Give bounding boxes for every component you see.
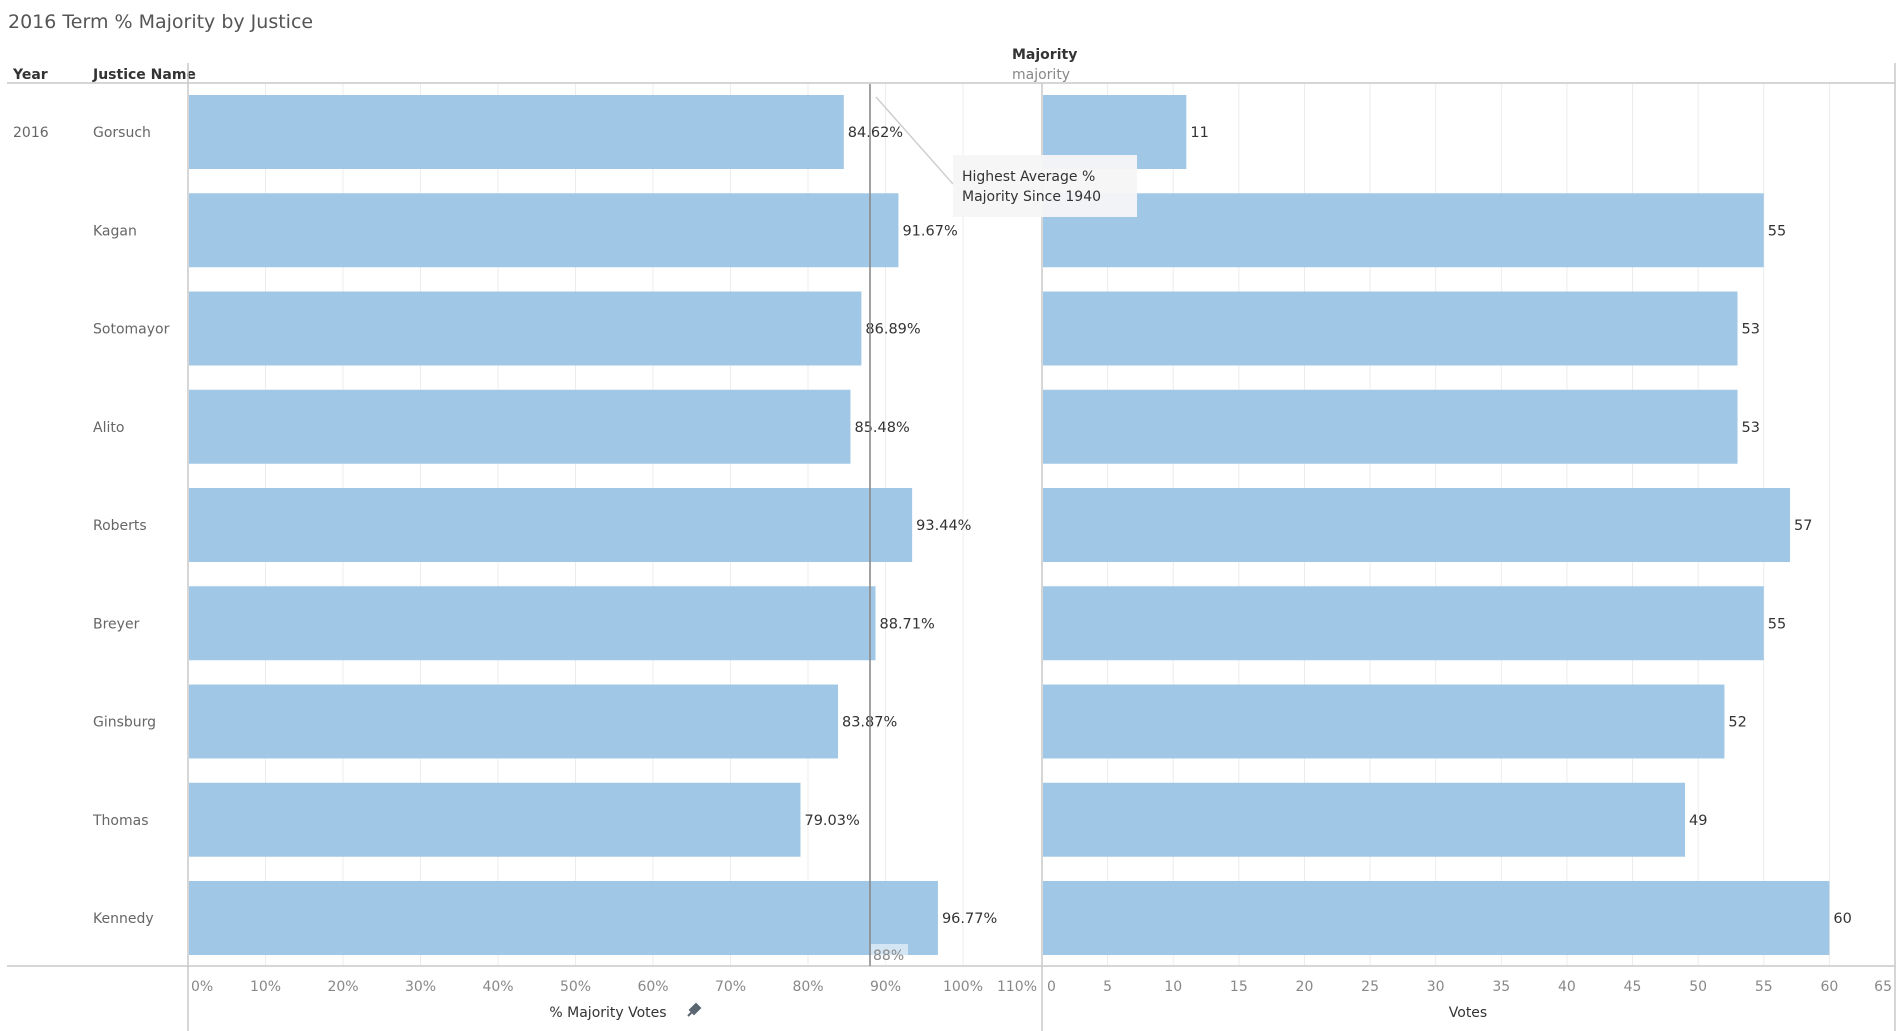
justice-row: Roberts 93.44% 57 [93,488,1812,562]
justice-name-label[interactable]: Ginsburg [93,715,156,731]
pct-majority-bar[interactable] [189,389,851,464]
justice-name-label[interactable]: Gorsuch [93,125,151,141]
votes-value-label: 11 [1190,125,1208,141]
left-axis-tick-label: 100% [943,979,983,995]
right-axis-tick-label: 35 [1492,979,1510,995]
left-axis-tick-label: 110% [997,979,1037,995]
justice-name-label[interactable]: Roberts [93,518,147,534]
justice-row: Alito 85.48% 53 [93,389,1760,464]
votes-bar[interactable] [1043,782,1686,857]
pct-majority-bar[interactable] [189,881,938,955]
pct-majority-value-label: 96.77% [942,911,997,927]
votes-bar[interactable] [1043,684,1725,759]
justice-row: Kagan 91.67% 55 [93,193,1786,268]
justice-name-column-header[interactable]: Justice Name [92,67,196,83]
justice-row: Ginsburg83.87%52 [93,684,1747,759]
left-axis-tick-label: 0% [191,979,213,995]
right-axis-title[interactable]: Votes [1449,1005,1487,1021]
votes-value-label: 52 [1728,715,1746,731]
pct-majority-value-label: 85.48% [854,420,909,436]
right-axis-tick-label: 45 [1624,979,1642,995]
justice-name-label[interactable]: Alito [93,420,124,436]
right-axis-tick-label: 20 [1296,979,1314,995]
justice-row: Thomas 79.03% 49 [92,782,1707,857]
pct-majority-value-label: 91.67% [902,223,957,239]
left-axis-title[interactable]: % Majority Votes [549,1005,666,1021]
majority-group-header: Majority [1012,47,1077,63]
right-axis-tick-label: 40 [1558,979,1576,995]
justice-row: Breyer 88.71% 55 [93,586,1786,661]
votes-value-label: 60 [1833,911,1851,927]
annotation-box [953,155,1137,217]
justice-row: Kennedy 96.77% 60 [93,881,1852,955]
pct-majority-value-label: 86.89% [865,322,920,338]
right-axis-tick-label: 5 [1103,979,1112,995]
annotation-pointer [875,96,954,185]
pct-majority-bar[interactable] [189,193,899,268]
votes-bar[interactable] [1043,193,1764,268]
pct-majority-bar[interactable] [189,586,876,661]
left-axis-tick-label: 30% [405,979,436,995]
pct-majority-value-label: 84.62% [848,125,903,141]
annotation-line1: Highest Average % [962,169,1095,185]
pin-icon[interactable] [687,1002,702,1017]
votes-bar[interactable] [1043,389,1738,464]
justice-name-label[interactable]: Kennedy [93,911,154,927]
justice-row: Gorsuch 84.62% 11 [93,95,1209,169]
left-axis-tick-label: 80% [792,979,823,995]
right-axis-tick-label: 55 [1755,979,1773,995]
right-axis-tick-label: 30 [1427,979,1445,995]
right-axis-tick-label: 25 [1361,979,1379,995]
majority-sub-header: majority [1012,67,1070,83]
justice-name-label[interactable]: Thomas [92,813,149,829]
justice-name-label[interactable]: Kagan [93,223,137,239]
left-axis-tick-label: 90% [870,979,901,995]
justice-row: Sotomayor 86.89% 53 [93,291,1760,366]
pct-majority-bar[interactable] [189,782,801,857]
votes-value-label: 55 [1768,223,1786,239]
reference-line[interactable]: 88% [869,84,908,966]
annotation[interactable]: Highest Average % Majority Since 1940 [875,96,1137,217]
votes-bar[interactable] [1043,488,1791,562]
right-axis-tick-label: 60 [1820,979,1838,995]
left-axis-tick-label: 40% [482,979,513,995]
right-axis-tick-label: 10 [1164,979,1182,995]
votes-value-label: 49 [1689,813,1707,829]
left-axis-tick-label: 70% [715,979,746,995]
pct-majority-bar[interactable] [189,684,838,759]
votes-value-label: 53 [1742,322,1760,338]
right-axis-tick-label: 50 [1689,979,1707,995]
reference-line-label: 88% [873,948,904,964]
left-axis-tick-label: 10% [250,979,281,995]
right-axis-tick-label: 0 [1047,979,1056,995]
votes-value-label: 55 [1768,616,1786,632]
year-value: 2016 [13,125,49,141]
votes-value-label: 57 [1794,518,1812,534]
reference-label-bg [871,944,908,964]
pct-majority-bar[interactable] [189,488,913,562]
annotation-line2: Majority Since 1940 [962,189,1101,205]
pct-majority-value-label: 79.03% [804,813,859,829]
votes-bar[interactable] [1043,881,1830,955]
year-column-header[interactable]: Year [12,67,48,83]
left-axis-tick-label: 20% [327,979,358,995]
left-axis-tick-label: 60% [637,979,668,995]
votes-bar[interactable] [1043,291,1738,366]
pct-majority-value-label: 88.71% [880,616,935,632]
votes-bar[interactable] [1043,586,1764,661]
chart-title: 2016 Term % Majority by Justice [8,11,313,33]
axis-ticks: 0% 10% 20% 30% 40% 50% 60% 70% 80% 90% 100% 110% 0 5 1… [191,979,1892,995]
pct-majority-bar[interactable] [189,291,862,366]
pct-majority-bar[interactable] [189,95,844,169]
right-axis-tick-label: 15 [1230,979,1248,995]
rows: Gorsuch 84.62% 11 Kagan 91.67% 55 Sotomayor 86.… [92,95,1852,955]
justice-name-label[interactable]: Breyer [93,616,140,632]
left-axis-tick-label: 50% [560,979,591,995]
justice-name-label[interactable]: Sotomayor [93,322,170,338]
right-axis-tick-label: 65 [1874,979,1892,995]
votes-value-label: 53 [1742,420,1760,436]
pct-majority-value-label: 93.44% [916,518,971,534]
